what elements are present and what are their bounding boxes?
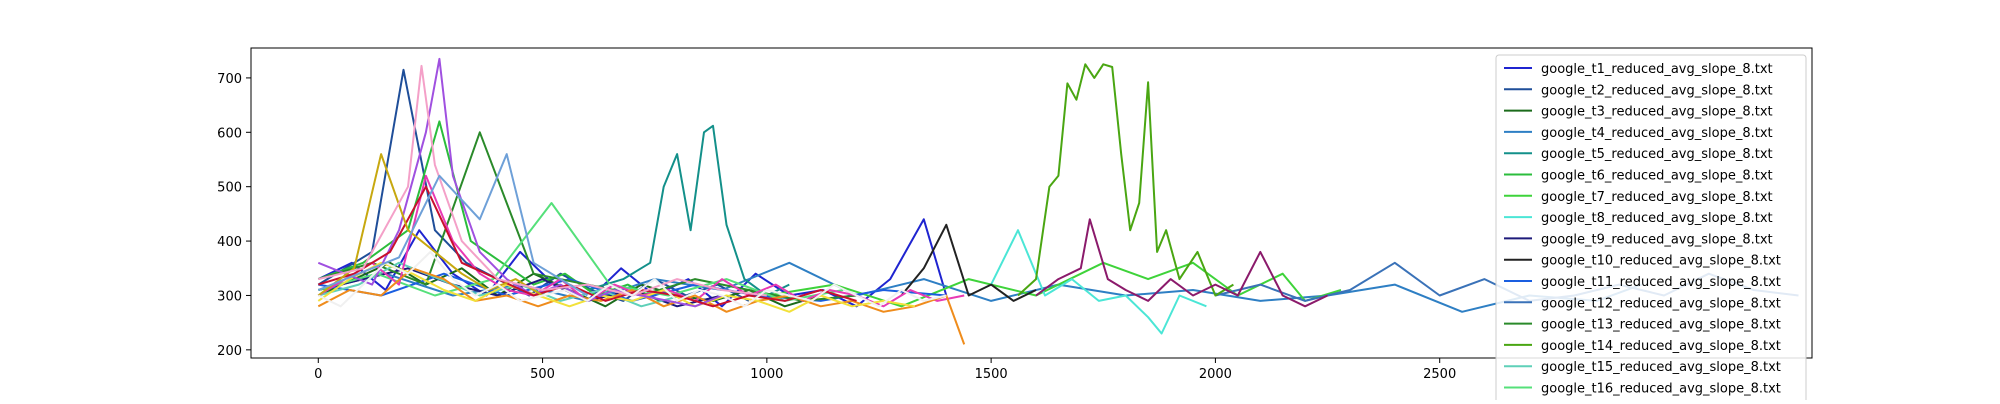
x-tick-label: 0 <box>314 367 322 382</box>
y-axis: 200 300 400 500 600 700 <box>217 72 251 359</box>
y-tick-label: 400 <box>217 235 242 250</box>
series-line-22 <box>317 153 544 297</box>
legend-label: google_t13_reduced_avg_slope_8.txt <box>1541 318 1781 333</box>
series-line-8 <box>990 229 1207 335</box>
series-line-10 <box>900 223 1037 302</box>
x-axis: 0 500 1000 1500 2000 2500 <box>314 358 1456 382</box>
legend-label: google_t6_reduced_avg_slope_8.txt <box>1541 169 1773 184</box>
series-line-16 <box>318 202 844 302</box>
legend-label: google_t9_reduced_avg_slope_8.txt <box>1541 232 1773 247</box>
x-tick-label: 1000 <box>750 367 783 382</box>
legend-label: google_t7_reduced_avg_slope_8.txt <box>1541 190 1773 205</box>
y-tick-label: 300 <box>217 289 242 304</box>
plot-frame <box>250 47 1813 359</box>
legend-label: google_t11_reduced_avg_slope_8.txt <box>1541 275 1781 290</box>
legend-label: google_t5_reduced_avg_slope_8.txt <box>1541 147 1773 162</box>
series-line-25 <box>317 250 947 308</box>
series-line-1 <box>317 218 948 308</box>
x-tick-label: 1500 <box>975 367 1008 382</box>
legend-label: google_t14_reduced_avg_slope_8.txt <box>1541 339 1781 354</box>
series-layer <box>317 57 1799 345</box>
series-line-21 <box>318 185 857 308</box>
legend-label: google_t4_reduced_avg_slope_8.txt <box>1541 126 1773 141</box>
series-line-17 <box>317 174 965 308</box>
series-line-23 <box>318 64 767 297</box>
legend-label: google_t15_reduced_avg_slope_8.txt <box>1541 360 1781 375</box>
series-line-5 <box>587 124 790 297</box>
x-tick-label: 2500 <box>1423 367 1456 382</box>
series-line-20 <box>317 57 723 308</box>
legend-label: google_t10_reduced_avg_slope_8.txt <box>1541 254 1781 269</box>
series-line-14 <box>1017 63 1234 297</box>
x-tick-label: 2000 <box>1199 367 1232 382</box>
legend: google_t1_reduced_avg_slope_8.txt google_… <box>1495 54 1807 404</box>
series-line-13 <box>318 131 857 302</box>
legend-label: google_t1_reduced_avg_slope_8.txt <box>1541 62 1773 77</box>
series-line-18 <box>317 267 966 345</box>
legend-label: google_t3_reduced_avg_slope_8.txt <box>1541 105 1773 120</box>
y-tick-label: 700 <box>217 72 242 87</box>
y-tick-label: 500 <box>217 181 242 196</box>
legend-label: google_t12_reduced_avg_slope_8.txt <box>1541 296 1781 311</box>
legend-label: google_t8_reduced_avg_slope_8.txt <box>1541 211 1773 226</box>
legend-label: google_t16_reduced_avg_slope_8.txt <box>1541 382 1781 397</box>
y-tick-label: 600 <box>217 126 242 141</box>
series-line-26 <box>317 153 588 297</box>
legend-label: google_t2_reduced_avg_slope_8.txt <box>1541 83 1773 98</box>
x-tick-label: 500 <box>530 367 555 382</box>
series-line-24 <box>1035 218 1329 308</box>
legend-box <box>1495 54 1807 404</box>
y-tick-label: 200 <box>217 344 242 359</box>
